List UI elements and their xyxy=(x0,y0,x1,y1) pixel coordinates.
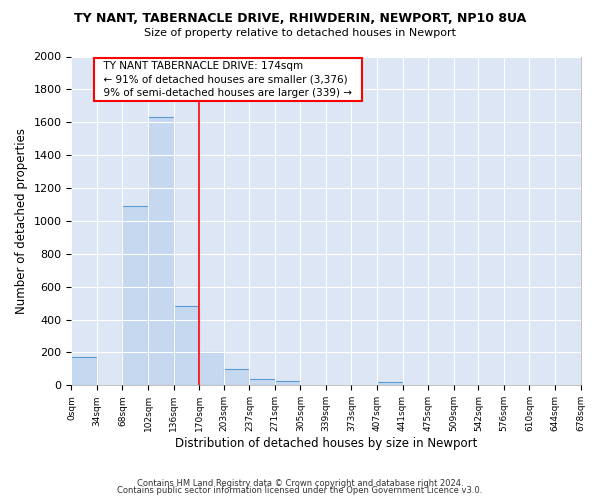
Bar xyxy=(173,306,199,386)
Text: Contains public sector information licensed under the Open Government Licence v3: Contains public sector information licen… xyxy=(118,486,482,495)
Bar xyxy=(71,358,97,386)
Text: Size of property relative to detached houses in Newport: Size of property relative to detached ho… xyxy=(144,28,456,38)
X-axis label: Distribution of detached houses by size in Newport: Distribution of detached houses by size … xyxy=(175,437,477,450)
Bar xyxy=(377,382,403,386)
Text: TY NANT TABERNACLE DRIVE: 174sqm  
  ← 91% of detached houses are smaller (3,376: TY NANT TABERNACLE DRIVE: 174sqm ← 91% o… xyxy=(97,62,358,98)
Y-axis label: Number of detached properties: Number of detached properties xyxy=(15,128,28,314)
Bar xyxy=(199,352,224,386)
Bar xyxy=(275,381,301,386)
Text: Contains HM Land Registry data © Crown copyright and database right 2024.: Contains HM Land Registry data © Crown c… xyxy=(137,478,463,488)
Bar xyxy=(148,118,173,386)
Bar xyxy=(250,379,275,386)
Bar xyxy=(122,206,148,386)
Text: TY NANT, TABERNACLE DRIVE, RHIWDERIN, NEWPORT, NP10 8UA: TY NANT, TABERNACLE DRIVE, RHIWDERIN, NE… xyxy=(74,12,526,26)
Bar xyxy=(224,369,250,386)
